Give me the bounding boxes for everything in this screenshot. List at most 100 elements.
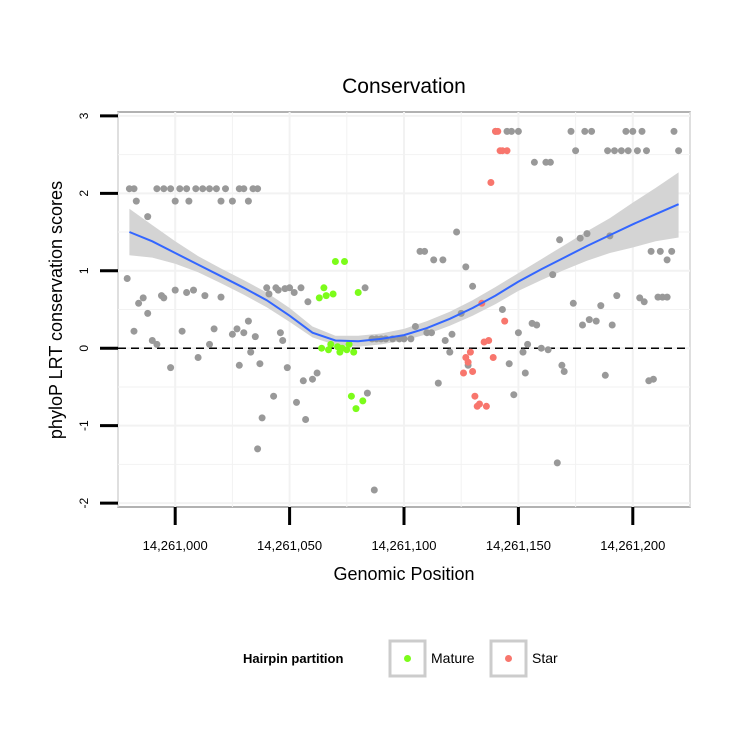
legend-label-mature: Mature <box>431 650 475 666</box>
point-other <box>439 256 447 264</box>
point-other <box>290 289 298 296</box>
point-other <box>212 185 220 193</box>
point-other <box>297 284 305 292</box>
point-other <box>235 361 243 369</box>
point-other <box>624 147 632 155</box>
point-other <box>194 354 202 361</box>
point-other <box>505 360 513 368</box>
point-other <box>434 379 442 387</box>
point-other <box>546 158 554 166</box>
point-other <box>411 323 419 330</box>
point-star <box>471 392 479 400</box>
point-other <box>441 337 449 344</box>
point-other <box>309 375 316 383</box>
y-axis-label: phyloP LRT conservation scores <box>46 181 66 439</box>
point-other <box>178 327 186 335</box>
point-other <box>560 368 568 375</box>
point-other <box>572 147 580 155</box>
x-tick-label: 14,261,100 <box>371 538 436 553</box>
grid <box>117 112 691 507</box>
point-other <box>283 364 291 372</box>
point-other <box>638 127 646 135</box>
point-other <box>313 369 321 377</box>
point-mature <box>352 405 360 413</box>
smooth-trend-line <box>129 203 680 343</box>
point-other <box>293 398 300 406</box>
point-mature <box>350 348 358 356</box>
point-other <box>643 147 650 155</box>
point-other <box>199 185 207 193</box>
point-other <box>144 213 152 221</box>
y-tick-label: 2 <box>77 190 91 197</box>
point-other <box>656 247 664 255</box>
point-star <box>487 179 495 186</box>
point-star <box>464 358 472 366</box>
point-other <box>240 185 248 193</box>
point-other <box>302 416 310 423</box>
point-star <box>501 317 509 325</box>
point-other <box>167 364 175 372</box>
point-other <box>613 292 621 300</box>
point-other <box>668 247 676 255</box>
point-other <box>585 316 593 324</box>
point-other <box>123 275 131 282</box>
point-other <box>567 127 575 135</box>
point-star <box>485 337 493 344</box>
point-other <box>608 321 616 329</box>
point-other <box>633 147 641 155</box>
point-other <box>629 127 637 135</box>
legend-marker-mature <box>404 655 411 662</box>
point-other <box>453 228 461 236</box>
point-other <box>514 127 522 135</box>
point-star <box>460 369 467 377</box>
point-other <box>160 294 168 302</box>
point-other <box>597 302 605 310</box>
point-other <box>569 299 577 307</box>
point-other <box>533 321 541 329</box>
point-other <box>210 325 218 333</box>
point-other <box>498 306 506 313</box>
y-tick-label: 3 <box>77 112 91 119</box>
point-other <box>171 197 179 205</box>
point-other <box>247 348 255 356</box>
point-other <box>537 344 545 352</box>
point-other <box>132 197 140 205</box>
point-star <box>503 147 511 155</box>
point-star <box>469 368 477 375</box>
point-star <box>466 348 474 356</box>
point-other <box>530 158 538 166</box>
point-other <box>279 337 287 344</box>
point-other <box>508 127 515 135</box>
point-other <box>270 392 278 400</box>
point-other <box>649 375 657 383</box>
y-tick-label: 1 <box>77 267 91 274</box>
point-other <box>183 289 191 296</box>
point-other <box>519 348 527 356</box>
point-other <box>421 247 429 255</box>
point-star <box>482 402 490 410</box>
point-other <box>363 389 371 397</box>
point-mature <box>354 289 362 296</box>
point-other <box>448 330 456 338</box>
point-other <box>663 256 671 264</box>
point-other <box>192 185 200 193</box>
point-other <box>286 284 294 292</box>
legend: Hairpin partition Mature Star <box>243 639 558 678</box>
point-other <box>576 234 584 242</box>
point-mature <box>331 258 339 265</box>
point-mature <box>320 284 328 292</box>
point-other <box>611 147 618 155</box>
point-other <box>228 330 236 338</box>
point-other <box>254 185 262 193</box>
point-other <box>370 486 378 494</box>
point-other <box>263 284 271 292</box>
point-mature <box>345 340 353 348</box>
point-mature <box>318 344 326 352</box>
point-other <box>233 325 241 333</box>
point-other <box>581 127 589 135</box>
point-other <box>299 377 307 385</box>
y-tick-label: -2 <box>77 497 91 508</box>
point-star <box>476 400 483 408</box>
point-mature <box>315 294 323 302</box>
point-other <box>130 327 138 335</box>
